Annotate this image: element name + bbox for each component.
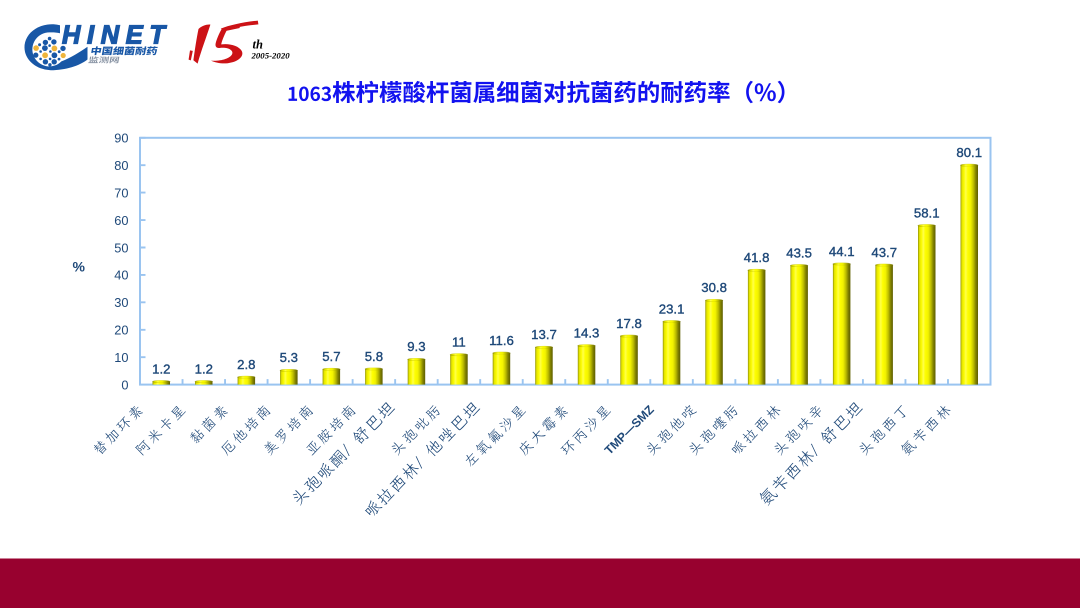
svg-text:5.8: 5.8 xyxy=(365,349,383,364)
svg-text:40: 40 xyxy=(114,268,128,283)
svg-text:HINET: HINET xyxy=(62,21,172,49)
svg-text:43.5: 43.5 xyxy=(786,245,812,260)
svg-text:1.2: 1.2 xyxy=(195,361,213,376)
svg-text:80.1: 80.1 xyxy=(956,145,982,160)
svg-text:11: 11 xyxy=(452,335,466,350)
svg-text:10: 10 xyxy=(114,350,128,365)
svg-text:30: 30 xyxy=(114,295,128,310)
svg-text:0: 0 xyxy=(121,377,128,392)
svg-text:2005-2020: 2005-2020 xyxy=(251,51,291,61)
svg-text:14.3: 14.3 xyxy=(574,326,600,341)
svg-text:11.6: 11.6 xyxy=(489,333,514,348)
svg-text:23.1: 23.1 xyxy=(659,301,685,316)
svg-text:41.8: 41.8 xyxy=(744,250,770,265)
svg-text:9.3: 9.3 xyxy=(407,339,425,354)
svg-text:2.8: 2.8 xyxy=(237,357,255,372)
svg-text:43.7: 43.7 xyxy=(871,245,897,260)
svg-text:70: 70 xyxy=(114,185,128,200)
svg-text:5.3: 5.3 xyxy=(280,350,298,365)
svg-text:60: 60 xyxy=(114,213,128,228)
svg-text:80: 80 xyxy=(114,158,128,173)
svg-text:1.2: 1.2 xyxy=(152,361,170,376)
svg-text:17.8: 17.8 xyxy=(616,316,642,331)
svg-text:%: % xyxy=(73,258,86,274)
svg-text:90: 90 xyxy=(114,131,128,146)
svg-text:30.8: 30.8 xyxy=(701,280,727,295)
svg-text:th: th xyxy=(253,37,263,51)
svg-text:50: 50 xyxy=(114,240,128,255)
svg-text:5.7: 5.7 xyxy=(322,349,340,364)
svg-text:44.1: 44.1 xyxy=(829,244,855,259)
svg-text:58.1: 58.1 xyxy=(914,205,940,220)
svg-text:20: 20 xyxy=(114,323,128,338)
svg-text:13.7: 13.7 xyxy=(531,327,557,342)
